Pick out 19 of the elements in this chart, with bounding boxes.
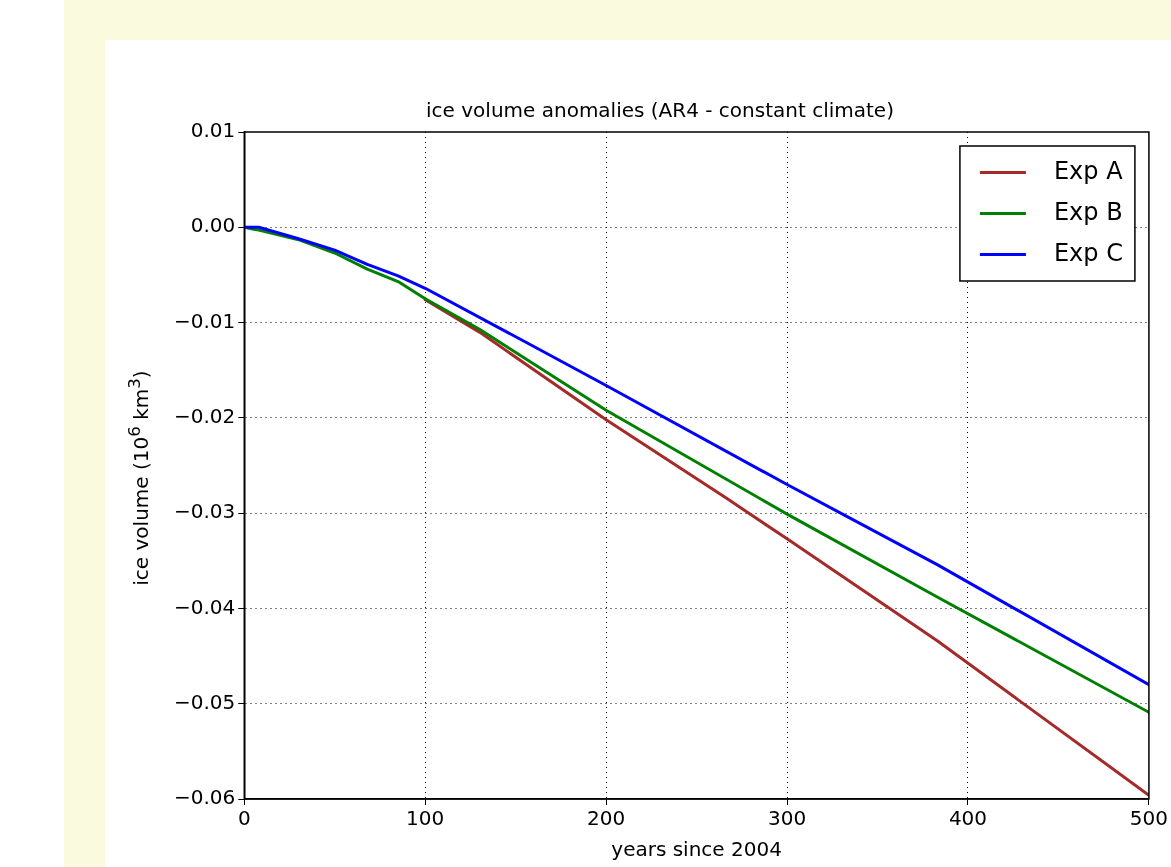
x-tick-label: 100 — [406, 806, 445, 831]
x-tick-label: 0 — [237, 806, 251, 831]
y-tick-label: −0.01 — [173, 308, 236, 333]
y-tick-label: −0.06 — [173, 785, 236, 810]
x-tick-label: 300 — [767, 806, 807, 831]
legend-label: Exp B — [1053, 197, 1123, 226]
x-tick-label: 500 — [1129, 806, 1169, 831]
x-axis-title: years since 2004 — [611, 837, 782, 862]
x-tick-label: 400 — [948, 806, 988, 831]
x-tick-label: 200 — [587, 806, 626, 831]
y-tick-label: −0.05 — [173, 689, 236, 714]
chart-title: ice volume anomalies (AR4 - constant climate) — [426, 98, 894, 123]
y-tick-label: −0.03 — [173, 499, 236, 524]
y-tick-label: 0.01 — [190, 118, 236, 143]
y-tick-label: −0.04 — [173, 594, 236, 619]
y-tick-label: 0.00 — [190, 213, 236, 238]
legend-label: Exp C — [1053, 238, 1123, 267]
legend-label: Exp A — [1053, 156, 1124, 185]
y-tick-label: −0.02 — [173, 404, 236, 429]
